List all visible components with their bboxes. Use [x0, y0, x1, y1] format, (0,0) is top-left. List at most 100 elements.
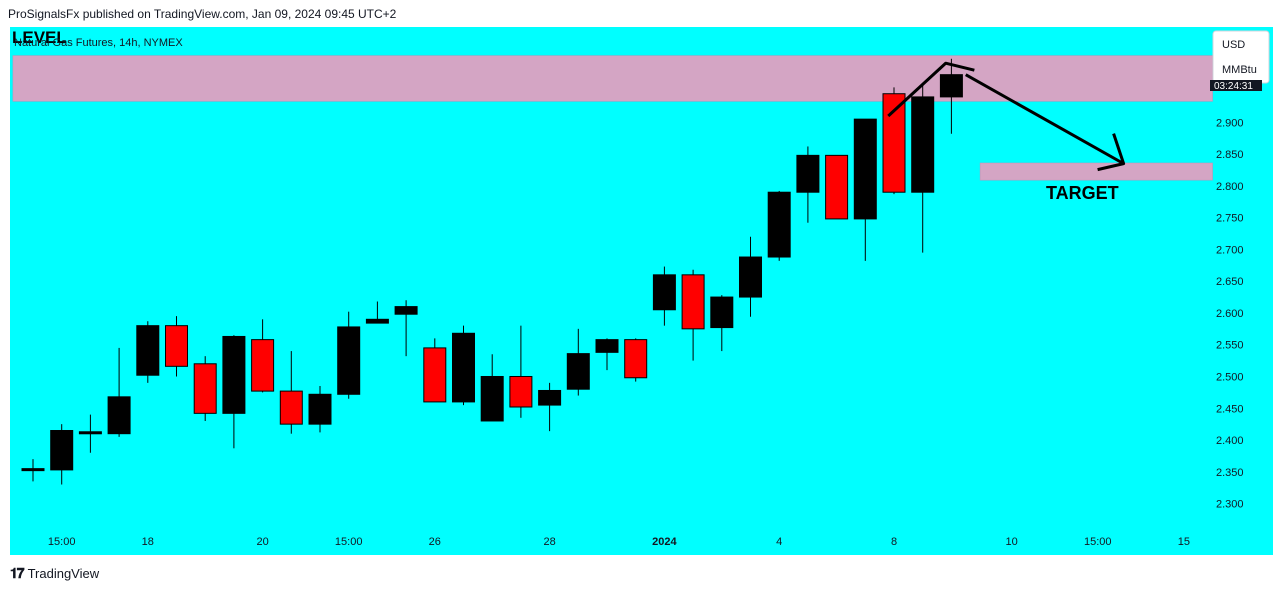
x-tick-label: 28 — [543, 536, 555, 548]
candle-body — [767, 191, 791, 258]
candle-body — [251, 339, 275, 392]
candle-body — [394, 306, 418, 315]
candlestick-chart[interactable]: 2.300 2.350 2.400 2.450 2.500 2.550 2.600 2.650… — [10, 27, 1273, 555]
chart-container[interactable]: 2.300 2.350 2.400 2.450 2.500 2.550 2.600 2.650… — [10, 27, 1273, 555]
candle-body — [452, 332, 475, 403]
candle — [624, 338, 648, 382]
candle — [107, 347, 131, 437]
candle — [566, 328, 590, 396]
x-tick-label: 15:00 — [1084, 536, 1112, 548]
x-tick-label: 15 — [1178, 536, 1190, 548]
unit-label: MMBtu — [1222, 64, 1257, 76]
candle — [480, 354, 504, 422]
y-tick-label: 2.500 — [1216, 371, 1244, 383]
candle — [308, 386, 332, 433]
currency-label: USD — [1222, 39, 1245, 51]
candle-body — [165, 325, 188, 367]
candle — [739, 236, 762, 317]
level-label: LEVEL — [12, 28, 67, 47]
y-tick-label: 2.650 — [1216, 276, 1244, 288]
time-axis[interactable]: 15:00 18 20 15:00 26 28 2024 4 8 10 15:00 15 — [48, 536, 1190, 548]
candle-body — [710, 296, 734, 329]
candle — [853, 118, 877, 261]
candle — [652, 266, 676, 326]
candle — [423, 338, 447, 403]
candle-body — [78, 431, 102, 435]
candle-body — [193, 363, 217, 414]
candle — [452, 325, 475, 406]
candle — [595, 338, 619, 371]
y-tick-label: 2.850 — [1216, 149, 1244, 161]
candle-body — [509, 375, 533, 408]
candle — [911, 84, 935, 253]
candle — [337, 311, 361, 399]
currency-box[interactable]: USD MMBtu — [1212, 30, 1270, 84]
candle-body — [480, 375, 504, 422]
candle-body — [566, 353, 590, 390]
candle-body — [911, 96, 935, 193]
candle-body — [279, 390, 303, 425]
candle — [78, 414, 102, 453]
tradingview-logo-icon: 𝟏𝟕 — [10, 565, 25, 581]
candle-body — [50, 430, 74, 471]
x-tick-label: 4 — [776, 536, 782, 548]
target-arrow-head-icon — [1097, 133, 1126, 172]
target-label: TARGET — [1046, 183, 1119, 203]
y-tick-label: 2.750 — [1216, 213, 1244, 225]
x-tick-label: 2024 — [652, 536, 677, 548]
candle — [939, 58, 963, 134]
candle — [365, 301, 389, 324]
candle-body — [538, 389, 562, 406]
y-tick-label: 2.700 — [1216, 244, 1244, 256]
candle-body — [222, 335, 246, 414]
candle-body — [652, 274, 676, 311]
x-tick-label: 18 — [142, 536, 154, 548]
target-arrow-line — [965, 73, 1125, 165]
candle — [136, 321, 160, 383]
candle-body — [21, 468, 45, 472]
price-zone — [12, 55, 1213, 102]
candle — [509, 325, 533, 418]
x-tick-label: 10 — [1006, 536, 1018, 548]
candle-body — [853, 118, 877, 220]
candle — [882, 87, 906, 195]
x-tick-label: 26 — [429, 536, 441, 548]
peak-trendline — [887, 61, 975, 118]
y-tick-label: 2.900 — [1216, 117, 1244, 129]
y-tick-label: 2.300 — [1216, 499, 1244, 511]
y-tick-label: 2.550 — [1216, 340, 1244, 352]
candle — [796, 146, 820, 223]
candle-body — [796, 154, 820, 193]
drawing-layer — [887, 61, 1126, 172]
plot-background — [10, 27, 1273, 555]
candle — [825, 154, 849, 220]
candle-body — [624, 339, 648, 379]
x-tick-label: 15:00 — [48, 536, 76, 548]
candle — [394, 300, 418, 357]
y-tick-label: 2.400 — [1216, 435, 1244, 447]
candle — [165, 316, 188, 377]
candle-body — [681, 274, 705, 330]
y-tick-label: 2.450 — [1216, 403, 1244, 415]
candle-layer — [21, 58, 963, 485]
brand-name: TradingView — [27, 566, 100, 581]
x-tick-label: 8 — [891, 536, 897, 548]
candle-body — [308, 393, 332, 425]
y-tick-label: 2.800 — [1216, 181, 1244, 193]
candle — [193, 356, 217, 421]
y-tick-label: 2.350 — [1216, 467, 1244, 479]
candle — [50, 424, 74, 485]
candle — [710, 295, 734, 352]
price-axis[interactable]: 2.300 2.350 2.400 2.450 2.500 2.550 2.600 2.650… — [1216, 117, 1244, 510]
y-tick-label: 2.600 — [1216, 308, 1244, 320]
candle — [681, 269, 705, 361]
candle-body — [423, 347, 447, 403]
candle — [538, 382, 562, 432]
x-tick-label: 15:00 — [335, 536, 363, 548]
candle-body — [825, 154, 849, 220]
publisher-caption: ProSignalsFx published on TradingView.co… — [8, 7, 397, 21]
candle-body — [882, 93, 906, 193]
price-zone — [979, 162, 1213, 181]
candle-body — [939, 74, 963, 98]
symbol-legend: Natural Gas Futures, 14h, NYMEX — [14, 37, 183, 49]
